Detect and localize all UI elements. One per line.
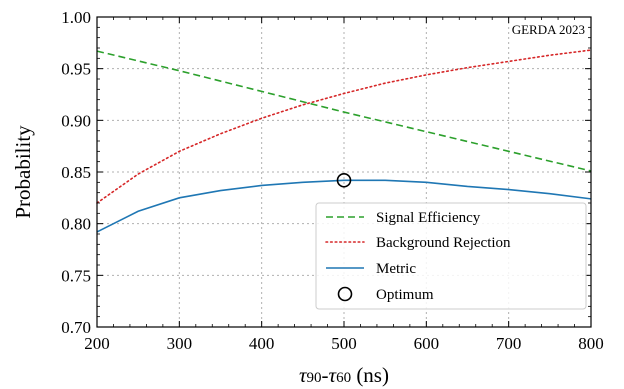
x-tick-label: 600 (414, 334, 440, 353)
x-axis-label-unit: (ns) (351, 363, 389, 387)
x-tick-label: 300 (167, 334, 193, 353)
y-tick-label: 0.95 (61, 60, 91, 79)
annotation-label: GERDA 2023 (512, 22, 585, 37)
y-tick-label: 0.80 (61, 215, 91, 234)
series-layer (96, 49, 592, 233)
legend: Signal Efficiency Background Rejection M… (315, 202, 587, 310)
y-axis-label: Probability (11, 125, 35, 219)
series-line-background-rejection (96, 49, 592, 204)
x-axis-label-dash: - (322, 363, 329, 387)
x-axis-label-sub-2: 60 (336, 370, 351, 386)
y-tick-label: 1.00 (61, 8, 91, 27)
series-line-signal-efficiency (96, 50, 592, 172)
y-tick-label: 0.75 (61, 266, 91, 285)
legend-label-signal-efficiency: Signal Efficiency (376, 210, 481, 226)
x-tick-label: 500 (331, 334, 357, 353)
x-tick-label: 800 (578, 334, 604, 353)
legend-label-background-rejection: Background Rejection (376, 235, 511, 251)
optimum-point (336, 172, 352, 188)
x-axis-label-tau-1: τ (299, 363, 308, 387)
x-axis-label: τ90-τ60 (ns) (299, 363, 389, 387)
x-axis-label-sub-1: 90 (307, 370, 322, 386)
y-tick-label: 0.70 (61, 318, 91, 337)
legend-label-metric: Metric (376, 261, 416, 277)
x-tick-label: 400 (249, 334, 275, 353)
legend-label-optimum: Optimum (376, 287, 434, 303)
legend-swatch-optimum (337, 286, 353, 302)
y-tick-label: 0.85 (61, 163, 91, 182)
x-tick-label: 200 (84, 334, 110, 353)
y-tick-label: 0.90 (61, 111, 91, 130)
x-axis-label-tau-2: τ (329, 363, 338, 387)
ticks: 200 300 400 500 600 700 800 0.70 0.75 0.80 0.85 0.9… (61, 8, 604, 353)
x-tick-label: 700 (496, 334, 522, 353)
series-line-metric (96, 179, 592, 233)
legend-box (315, 202, 587, 310)
